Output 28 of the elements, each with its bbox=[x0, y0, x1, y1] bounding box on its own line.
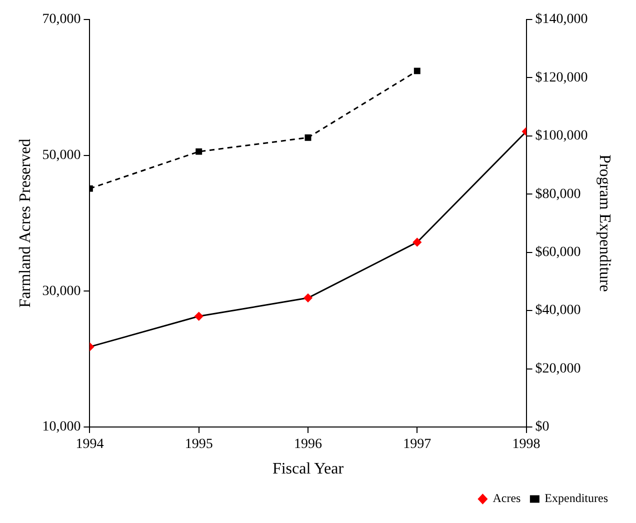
legend-label: Expenditures bbox=[544, 491, 608, 506]
y2-tick-label: $20,000 bbox=[535, 361, 581, 376]
point bbox=[414, 68, 420, 74]
y2-axis-title: Program Expenditure bbox=[596, 154, 614, 292]
x-tick-label: 1997 bbox=[403, 437, 432, 452]
y-tick-label: 10,000 bbox=[42, 420, 81, 435]
point bbox=[196, 148, 202, 155]
legend-label: Acres bbox=[492, 491, 522, 506]
y-tick-label: 70,000 bbox=[42, 12, 81, 28]
x-tick-label: 1994 bbox=[76, 437, 104, 452]
point bbox=[304, 134, 312, 141]
y-tick-label: 30,000 bbox=[42, 284, 81, 299]
y2-tick-label: $80,000 bbox=[535, 186, 581, 202]
y2-tick-label: $140,000 bbox=[535, 12, 588, 28]
y2-tick-label: $100,000 bbox=[535, 128, 588, 144]
x-axis-title: Fiscal Year bbox=[272, 460, 344, 478]
point bbox=[304, 294, 312, 302]
x-tick-label: 1998 bbox=[512, 437, 540, 452]
x-tick-label: 1995 bbox=[184, 437, 213, 452]
y2-tick-label: $40,000 bbox=[535, 303, 581, 318]
y2-tick-label: $0 bbox=[535, 420, 550, 435]
point bbox=[412, 238, 422, 246]
x-tick-label: 1996 bbox=[294, 437, 322, 452]
y2-tick-label: $120,000 bbox=[535, 70, 588, 86]
point bbox=[194, 312, 204, 321]
y-axis-title: Farmland Acres Preserved bbox=[16, 138, 34, 308]
y2-tick-label: $60,000 bbox=[535, 244, 581, 260]
y-tick-label: 50,000 bbox=[42, 148, 81, 163]
